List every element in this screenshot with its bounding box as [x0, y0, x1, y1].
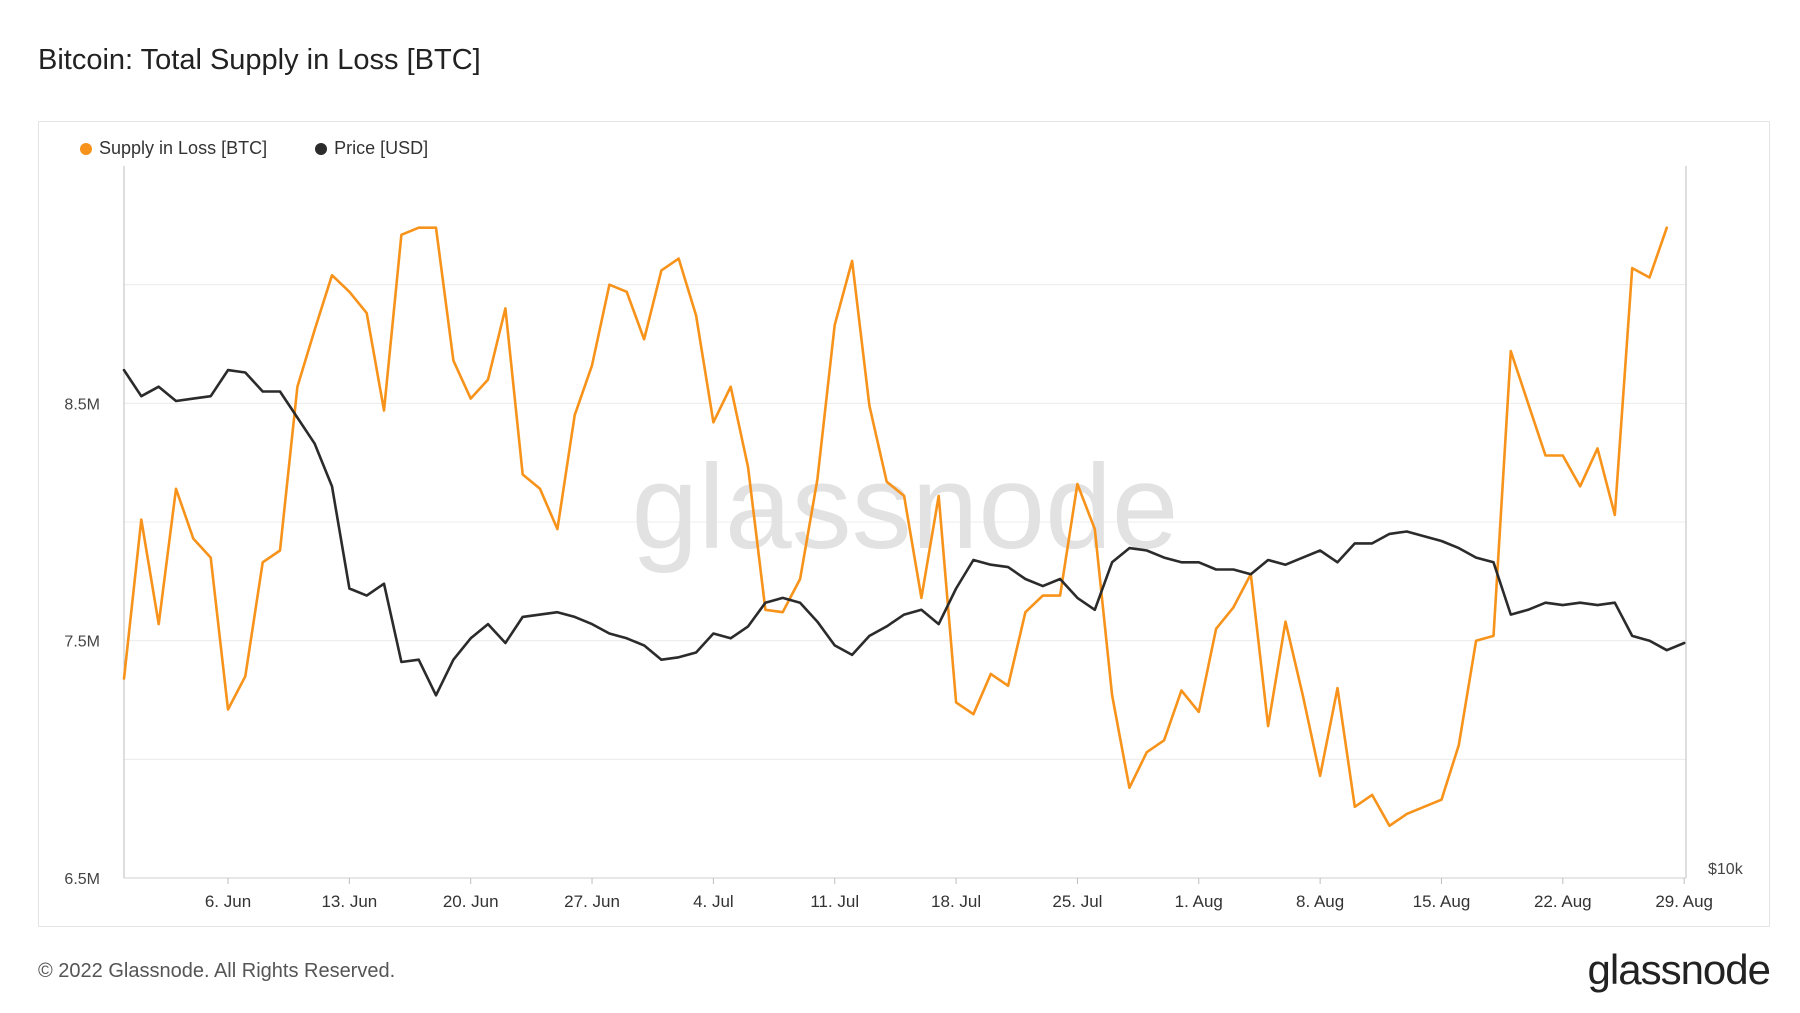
legend: Supply in Loss [BTC] Price [USD]: [80, 138, 428, 159]
legend-item-supply[interactable]: Supply in Loss [BTC]: [80, 138, 267, 159]
legend-label-supply: Supply in Loss [BTC]: [99, 138, 268, 158]
y-tick-label: 7.5M: [64, 634, 100, 651]
x-tick-label: 15. Aug: [1413, 892, 1471, 911]
copyright-footer: © 2022 Glassnode. All Rights Reserved.: [38, 960, 396, 982]
x-tick-label: 29. Aug: [1655, 892, 1713, 911]
brand-logo: glassnode: [1587, 946, 1771, 993]
x-tick-label: 8. Aug: [1296, 892, 1344, 911]
x-tick-label: 20. Jun: [443, 892, 499, 911]
y-tick-label: 8.5M: [64, 396, 100, 413]
x-tick-label: 25. Jul: [1052, 892, 1102, 911]
legend-dot-price: [315, 142, 328, 155]
chart-panel: [38, 121, 1770, 927]
legend-label-price: Price [USD]: [334, 138, 429, 158]
x-tick-label: 13. Jun: [321, 892, 377, 911]
series-line-price: [122, 368, 1686, 697]
y-tick-label: 6.5M: [64, 871, 100, 888]
legend-item-price[interactable]: Price [USD]: [315, 138, 428, 159]
y-right-tick-label: $10k: [1708, 861, 1744, 878]
series-line-supply-in-loss: [122, 226, 1669, 828]
x-tick-label: 22. Aug: [1534, 892, 1592, 911]
x-tick-label: 27. Jun: [564, 892, 620, 911]
legend-dot-supply: [80, 142, 92, 155]
x-tick-label: 11. Jul: [810, 892, 859, 911]
x-tick-label: 4. Jul: [693, 892, 734, 911]
chart-title: Bitcoin: Total Supply in Loss [BTC]: [38, 44, 481, 76]
x-tick-label: 1. Aug: [1175, 892, 1223, 911]
x-tick-label: 18. Jul: [931, 892, 981, 911]
x-tick-label: 6. Jun: [205, 892, 251, 911]
